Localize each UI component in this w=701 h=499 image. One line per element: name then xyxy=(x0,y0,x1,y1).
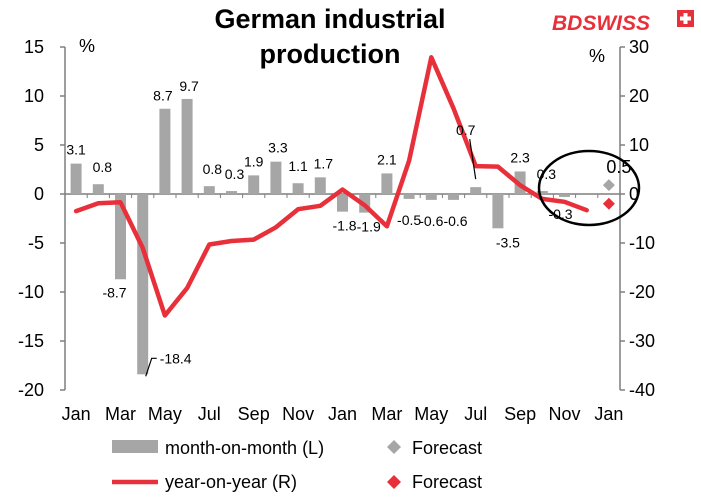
mom-data-label: -3.5 xyxy=(496,234,520,250)
x-axis-tick-label: Jan xyxy=(62,404,91,424)
right-axis-tick-label: 10 xyxy=(629,135,649,155)
mom-bar xyxy=(292,183,304,194)
mom-bar xyxy=(248,175,260,194)
legend-swatch-forecast-yoy xyxy=(387,475,401,489)
mom-data-label: 8.7 xyxy=(153,88,173,104)
left-axis-tick-label: -15 xyxy=(18,331,44,351)
mom-data-label: -1.8 xyxy=(332,218,356,234)
forecast-mom-label: 0.5 xyxy=(606,157,631,177)
legend: month-on-month (L) Forecast year-on-year… xyxy=(112,438,482,492)
right-axis-tick-label: -40 xyxy=(629,380,655,400)
mom-data-label: -8.7 xyxy=(102,284,126,300)
plot-area: -20 -15 -10 -5 0 5 10 15 -40 -30 -20 -10 0 10 20 30 Jan M… xyxy=(18,37,655,424)
mom-data-label: 0.3 xyxy=(225,166,245,182)
mom-data-label: 3.1 xyxy=(66,142,86,158)
mom-bar xyxy=(559,194,570,197)
right-axis-unit: % xyxy=(589,46,605,66)
forecast-mom-marker xyxy=(602,179,615,192)
mom-data-label: -1.9 xyxy=(357,219,381,235)
mom-bar xyxy=(203,186,215,194)
chart-title-line-1: German industrial xyxy=(214,4,445,34)
legend-label-forecast-mom: Forecast xyxy=(412,438,482,458)
x-axis-tick-label: May xyxy=(148,404,182,424)
left-axis-tick-label: 10 xyxy=(24,86,44,106)
mom-data-label: -0.6 xyxy=(419,213,443,229)
left-axis-tick-label: -10 xyxy=(18,282,44,302)
mom-bar xyxy=(159,108,171,194)
yoy-line xyxy=(73,55,589,318)
mom-bar xyxy=(448,194,459,200)
mom-data-label: 0.8 xyxy=(93,159,113,175)
mom-bar xyxy=(270,161,282,194)
brand-logo-text: BDSWISS xyxy=(552,12,650,35)
x-axis-tick-label: May xyxy=(414,404,448,424)
mom-data-label: 2.1 xyxy=(377,151,397,167)
mom-data-label: 0.7 xyxy=(456,122,476,138)
forecast-highlight-circle xyxy=(537,149,641,227)
x-axis-tick-label: Jan xyxy=(594,404,623,424)
left-axis-unit: % xyxy=(79,36,95,56)
mom-data-label: 2.3 xyxy=(510,149,530,165)
legend-label-yoy: year-on-year (R) xyxy=(165,472,297,492)
mom-data-label: 1.1 xyxy=(288,158,308,174)
right-axis-tick-label: -30 xyxy=(629,331,655,351)
x-axis-tick-label: Jul xyxy=(198,404,221,424)
mom-data-label: 1.7 xyxy=(314,155,334,171)
right-axis-tick-label: 30 xyxy=(629,37,649,57)
right-axis-tick-label: 20 xyxy=(629,86,649,106)
right-axis-tick-label: -20 xyxy=(629,282,655,302)
forecast-yoy-marker xyxy=(602,197,615,210)
x-axis-tick-label: Mar xyxy=(371,404,402,424)
legend-swatch-mom xyxy=(112,440,158,453)
mom-bar xyxy=(337,194,348,212)
mom-bar xyxy=(381,173,393,194)
x-axis-tick-label: Sep xyxy=(504,404,536,424)
chart-title-line-2: production xyxy=(260,39,401,69)
mom-data-label: 3.3 xyxy=(268,140,288,156)
mom-bar xyxy=(425,194,437,200)
data-label-leader xyxy=(469,139,477,180)
mom-data-label: 0.8 xyxy=(203,161,223,177)
legend-label-mom: month-on-month (L) xyxy=(165,438,324,458)
mom-data-label: -0.5 xyxy=(397,212,421,228)
mom-bar xyxy=(403,194,415,199)
x-axis-tick-label: Mar xyxy=(105,404,136,424)
left-axis-tick-label: 0 xyxy=(34,184,44,204)
right-axis-tick-label: -10 xyxy=(629,233,655,253)
swiss-cross-icon xyxy=(677,10,694,27)
mom-data-label: -18.4 xyxy=(160,350,192,366)
mom-bar xyxy=(70,163,82,194)
x-axis-tick-label: Jan xyxy=(328,404,357,424)
right-axis-tick-label: 0 xyxy=(629,184,639,204)
mom-bar xyxy=(314,177,326,194)
mom-bar xyxy=(470,187,482,194)
mom-bar xyxy=(92,184,104,194)
left-axis-tick-label: -20 xyxy=(18,380,44,400)
legend-swatch-forecast-mom xyxy=(387,440,401,454)
mom-bar xyxy=(115,194,126,280)
data-label-leader xyxy=(145,357,157,377)
left-axis-tick-label: -5 xyxy=(28,233,44,253)
left-axis-tick-label: 15 xyxy=(24,37,44,57)
brand-logo: BDSWISS xyxy=(552,10,694,35)
x-axis-tick-label: Sep xyxy=(238,404,270,424)
x-axis-tick-label: Nov xyxy=(548,404,580,424)
mom-data-label: 9.7 xyxy=(179,78,199,94)
x-axis-tick-label: Nov xyxy=(282,404,314,424)
mom-bar xyxy=(226,191,237,194)
legend-label-forecast-yoy: Forecast xyxy=(412,472,482,492)
mom-data-label: -0.3 xyxy=(548,206,572,222)
mom-bar xyxy=(181,98,193,194)
mom-bar xyxy=(536,191,548,194)
left-axis-tick-label: 5 xyxy=(34,135,44,155)
mom-data-label: -0.6 xyxy=(443,213,467,229)
mom-bar xyxy=(137,194,149,375)
x-axis-tick-label: Jul xyxy=(464,404,487,424)
mom-bar xyxy=(492,194,504,229)
mom-data-label: 1.9 xyxy=(244,153,264,169)
